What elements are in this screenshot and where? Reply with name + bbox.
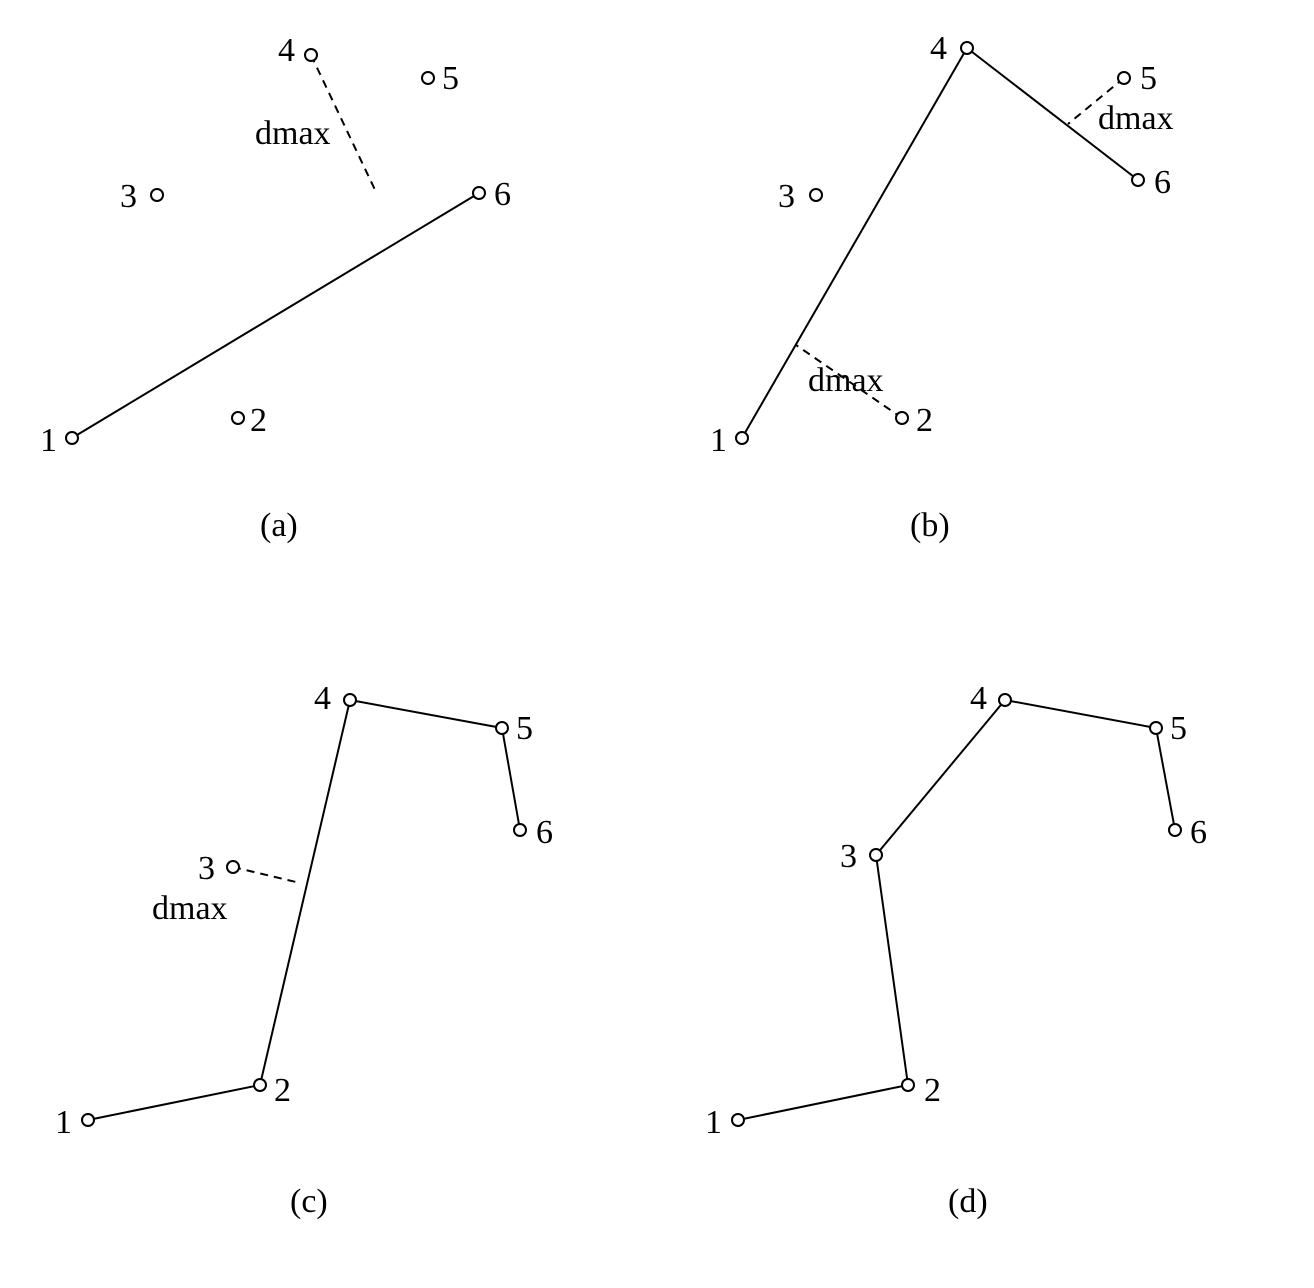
- node-d-6: [1169, 824, 1181, 836]
- caption-a: (a): [260, 507, 298, 545]
- caption-c: (c): [290, 1183, 328, 1221]
- node-b-3: [810, 189, 822, 201]
- caption-d: (d): [948, 1183, 988, 1221]
- node-label-c-1: 1: [55, 1104, 72, 1142]
- edge-c-2-4: [260, 700, 350, 1085]
- node-a-6: [473, 187, 485, 199]
- node-d-1: [732, 1114, 744, 1126]
- node-label-a-4: 4: [278, 32, 295, 70]
- node-b-2: [896, 412, 908, 424]
- edge-d-1-2: [738, 1085, 908, 1120]
- node-a-1: [66, 432, 78, 444]
- node-label-b-6: 6: [1154, 164, 1171, 202]
- node-label-a-1: 1: [40, 422, 57, 460]
- node-label-d-1: 1: [705, 1104, 722, 1142]
- node-a-2: [232, 412, 244, 424]
- node-label-b-2: 2: [916, 402, 933, 440]
- node-label-a-3: 3: [120, 178, 137, 216]
- node-d-4: [999, 694, 1011, 706]
- edge-d-3-4: [876, 700, 1005, 855]
- node-b-5: [1118, 72, 1130, 84]
- node-label-c-2: 2: [274, 1072, 291, 1110]
- caption-b: (b): [910, 507, 950, 545]
- node-label-d-3: 3: [840, 838, 857, 876]
- dmax-label-b-0: dmax: [1098, 100, 1174, 138]
- node-d-5: [1150, 722, 1162, 734]
- node-label-c-3: 3: [198, 850, 215, 888]
- edge-c-4-5: [350, 700, 502, 728]
- node-c-3: [227, 861, 239, 873]
- node-label-d-2: 2: [924, 1072, 941, 1110]
- node-b-6: [1132, 174, 1144, 186]
- node-d-2: [902, 1079, 914, 1091]
- node-c-4: [344, 694, 356, 706]
- node-c-2: [254, 1079, 266, 1091]
- node-label-a-6: 6: [494, 176, 511, 214]
- diagram-svg: [0, 0, 1314, 1288]
- node-label-b-5: 5: [1140, 60, 1157, 98]
- node-label-b-1: 1: [710, 422, 727, 460]
- dmax-label-b-1: dmax: [808, 362, 884, 400]
- edge-a-1-6: [72, 193, 479, 438]
- node-label-b-3: 3: [778, 178, 795, 216]
- node-label-d-4: 4: [970, 680, 987, 718]
- node-c-1: [82, 1114, 94, 1126]
- node-d-3: [870, 849, 882, 861]
- node-label-d-5: 5: [1170, 710, 1187, 748]
- node-a-4: [305, 49, 317, 61]
- node-c-6: [514, 824, 526, 836]
- node-label-c-5: 5: [516, 710, 533, 748]
- node-b-1: [736, 432, 748, 444]
- node-label-d-6: 6: [1190, 814, 1207, 852]
- dashed-edge-c-0: [233, 867, 296, 882]
- edge-d-4-5: [1005, 700, 1156, 728]
- node-a-5: [422, 72, 434, 84]
- node-label-c-4: 4: [314, 680, 331, 718]
- edge-d-2-3: [876, 855, 908, 1085]
- node-label-c-6: 6: [536, 814, 553, 852]
- figure-container: 1 2 3 4 5 6 dmax (a) 1 2 3 4 5 6 dmax dmax (b) 1 2 3 4 5 6 dmax…: [0, 0, 1314, 1288]
- node-label-a-2: 2: [250, 402, 267, 440]
- node-b-4: [961, 42, 973, 54]
- dmax-label-c-0: dmax: [152, 890, 228, 928]
- node-c-5: [496, 722, 508, 734]
- dmax-label-a-0: dmax: [255, 115, 331, 153]
- node-label-b-4: 4: [930, 30, 947, 68]
- node-label-a-5: 5: [442, 60, 459, 98]
- edge-c-1-2: [88, 1085, 260, 1120]
- node-a-3: [151, 189, 163, 201]
